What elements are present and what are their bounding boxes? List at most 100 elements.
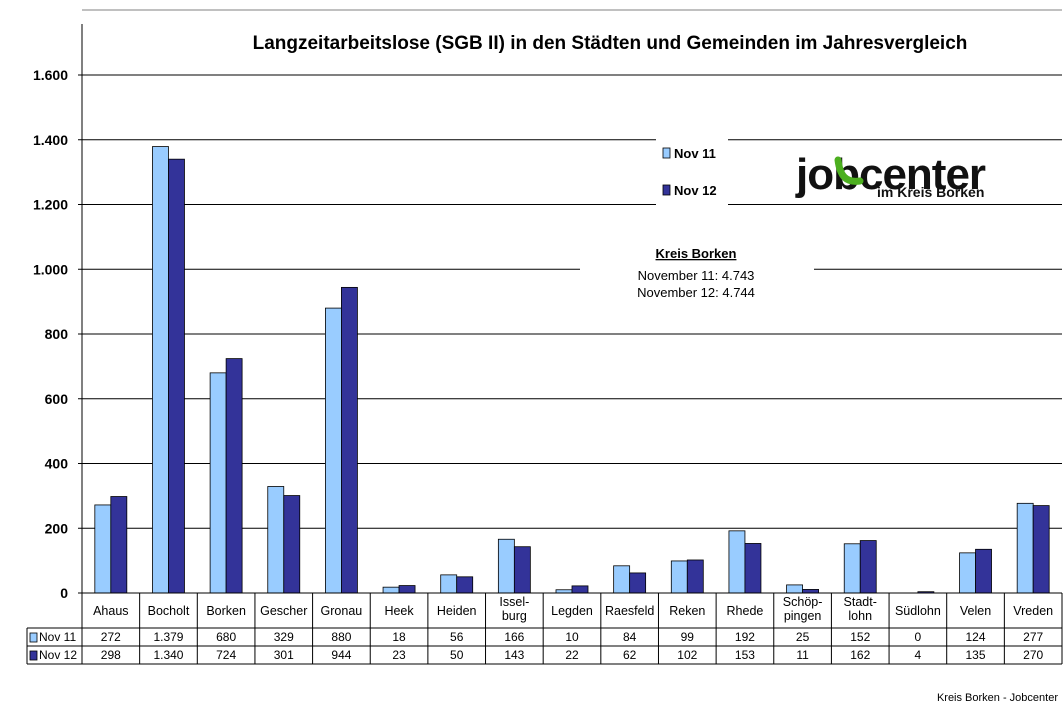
bar-nov11	[94, 504, 112, 594]
note-title: Kreis Borken	[656, 246, 737, 261]
note-line-2: November 12: 4.744	[637, 285, 755, 300]
table-value: 270	[1023, 648, 1043, 662]
legend: Nov 11 Nov 12	[656, 133, 728, 208]
table-value: 22	[565, 648, 579, 662]
bar-nov12	[110, 496, 128, 594]
x-category-label: Raesfeld	[605, 604, 654, 618]
jobcenter-logo: jobcenter im Kreis Borken	[790, 148, 1030, 204]
table-value: 11	[796, 648, 809, 662]
chart-title: Langzeitarbeitslose (SGB II) in den Städ…	[253, 33, 968, 54]
logo-subtitle: im Kreis Borken	[877, 184, 984, 200]
table-value: 680	[216, 630, 236, 644]
table-series-swatch	[29, 650, 38, 661]
x-category-label: burg	[502, 609, 527, 623]
table-value: 135	[966, 648, 986, 662]
footer-text: Kreis Borken - Jobcenter	[937, 692, 1058, 704]
table-value: 10	[565, 630, 579, 644]
bar-nov12	[513, 546, 531, 594]
table-value: 62	[623, 648, 637, 662]
table-value: 298	[101, 648, 121, 662]
bar-nov12	[686, 559, 704, 594]
bar-nov12	[225, 358, 243, 594]
bar-nov12	[859, 540, 877, 594]
bar-nov11	[728, 530, 746, 594]
bar-nov11	[440, 574, 458, 594]
bar-nov12	[283, 495, 301, 594]
x-category-label: Borken	[206, 604, 246, 618]
note-background	[580, 240, 814, 302]
table-value: 272	[101, 630, 121, 644]
x-category-label: Rhede	[727, 604, 764, 618]
y-tick-label: 400	[45, 456, 69, 472]
y-tick-label: 800	[45, 326, 69, 342]
x-category-label: pingen	[784, 609, 822, 623]
table-value: 301	[274, 648, 294, 662]
table-value: 329	[274, 630, 294, 644]
table-value: 192	[735, 630, 755, 644]
bar-nov11	[843, 543, 861, 594]
table-value: 23	[392, 648, 406, 662]
bar-nov12	[629, 572, 647, 594]
legend-label-nov12: Nov 12	[674, 183, 717, 198]
table-value: 102	[677, 648, 697, 662]
y-tick-label: 0	[60, 585, 68, 601]
table-value: 880	[331, 630, 351, 644]
table-value: 277	[1023, 630, 1043, 644]
x-category-label: Issel-	[499, 595, 529, 609]
y-tick-label: 200	[45, 520, 69, 536]
table-value: 25	[796, 630, 810, 644]
table-value: 1.379	[153, 630, 183, 644]
bar-nov11	[959, 552, 976, 594]
table-value: 143	[504, 648, 524, 662]
table-value: 124	[966, 630, 986, 644]
bar-nov11	[152, 146, 169, 594]
x-category-label: Gescher	[260, 604, 307, 618]
bar-nov12	[341, 286, 358, 594]
x-category-label: Ahaus	[93, 604, 128, 618]
bar-nov11	[382, 586, 400, 594]
table-value: 1.340	[153, 648, 183, 662]
legend-label-nov11: Nov 11	[674, 146, 716, 161]
table-value: 56	[450, 630, 464, 644]
y-axis-ticks: 0 200 400 600 800 1.000 1.200 1.400 1.600	[33, 67, 82, 601]
table-value: 166	[504, 630, 524, 644]
table-series-name: Nov 11	[39, 630, 76, 644]
x-category-label: Velen	[960, 604, 991, 618]
x-category-label: Südlohn	[895, 604, 941, 618]
x-category-label: Stadt-	[844, 595, 877, 609]
table-value: 0	[915, 630, 922, 644]
y-tick-label: 1.200	[33, 197, 68, 213]
bar-nov12	[571, 585, 589, 594]
legend-swatch-nov12	[662, 184, 671, 196]
note-line-1: November 11: 4.743	[638, 268, 755, 283]
gridlines	[82, 74, 1062, 594]
bar-nov11	[267, 486, 285, 594]
x-category-label: Bocholt	[148, 604, 190, 618]
table-value: 153	[735, 648, 755, 662]
x-category-label: Vreden	[1013, 604, 1053, 618]
logo-text: jobcenter	[795, 150, 986, 199]
x-category-label: Heiden	[437, 604, 477, 618]
bar-nov11	[325, 307, 342, 594]
data-table: Nov 11 Nov 12 Ahaus 272 298 Bocholt 1.379 1.340…	[26, 592, 1063, 665]
bar-nov12	[802, 589, 819, 594]
bar-nov11	[670, 560, 688, 594]
table-series-swatch	[29, 632, 38, 643]
bar-nov11	[209, 372, 227, 594]
table-value: 50	[450, 648, 464, 662]
bar-nov11	[1016, 502, 1034, 594]
x-category-label: Gronau	[321, 604, 363, 618]
bar-nov12	[398, 585, 416, 594]
bar-nov12	[744, 543, 762, 594]
y-tick-label: 1.000	[33, 261, 68, 277]
table-value: 944	[331, 648, 351, 662]
table-value: 162	[850, 648, 870, 662]
table-value: 18	[392, 630, 406, 644]
table-value: 84	[623, 630, 637, 644]
bars	[94, 146, 1050, 594]
legend-swatch-nov11	[662, 147, 671, 159]
x-category-label: Heek	[384, 604, 414, 618]
x-category-label: Reken	[669, 604, 705, 618]
bar-nov12	[975, 548, 992, 594]
